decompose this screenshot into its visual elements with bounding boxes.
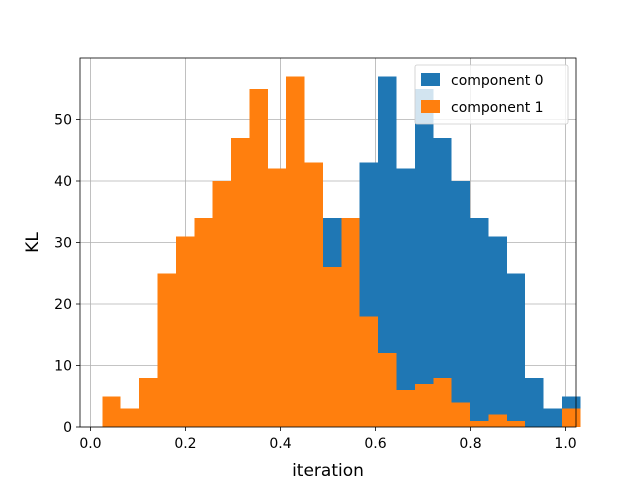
bar-component-1 xyxy=(322,267,342,427)
axis-ticks: 0.0 0.2 0.4 0.6 0.8 1.0 0 10 20 30 40 50 xyxy=(54,113,577,453)
bar-component-1 xyxy=(249,88,268,427)
legend-label-component-0: component 0 xyxy=(451,73,544,89)
bar-component-1 xyxy=(286,76,305,427)
bar-component-1 xyxy=(451,402,471,427)
bar-component-1 xyxy=(414,383,434,427)
x-tick-label: 0.8 xyxy=(459,436,481,452)
bar-component-1 xyxy=(212,181,232,427)
bar-component-0 xyxy=(525,377,544,427)
bar-component-1 xyxy=(396,390,415,427)
bar-component-1 xyxy=(359,316,379,427)
legend: component 0 component 1 xyxy=(414,64,569,125)
bar-component-1 xyxy=(470,420,489,427)
x-tick-label: 0.4 xyxy=(269,436,291,452)
bar-component-1 xyxy=(378,353,397,427)
series-component-1 xyxy=(102,76,581,428)
x-tick-label: 0.6 xyxy=(364,436,386,452)
bar-component-1 xyxy=(139,377,158,427)
bar-component-0 xyxy=(488,236,507,427)
y-tick-label: 30 xyxy=(54,236,72,252)
bar-component-1 xyxy=(175,236,195,427)
legend-box xyxy=(414,64,569,125)
x-tick-label: 0.2 xyxy=(174,436,196,452)
bar-component-1 xyxy=(488,414,507,427)
x-tick-label: 1.0 xyxy=(554,436,576,452)
y-tick-label: 10 xyxy=(54,359,72,375)
bar-component-0 xyxy=(396,168,415,427)
bar-component-1 xyxy=(102,396,121,427)
bar-component-0 xyxy=(543,408,562,427)
bar-component-0 xyxy=(506,273,526,427)
bar-component-0 xyxy=(433,137,452,427)
y-axis-label: KL xyxy=(23,232,43,253)
bar-component-0 xyxy=(470,217,489,427)
bar-component-1 xyxy=(561,408,581,427)
bar-component-1 xyxy=(157,273,176,427)
x-tick-label: 0.0 xyxy=(79,436,101,452)
y-tick-label: 0 xyxy=(63,420,72,436)
bar-component-1 xyxy=(231,137,250,427)
bar-component-0 xyxy=(451,181,471,427)
y-tick-label: 50 xyxy=(54,113,72,129)
legend-swatch-component-1 xyxy=(421,100,440,113)
bar-component-0 xyxy=(378,76,397,427)
bar-component-1 xyxy=(433,377,452,427)
bars xyxy=(102,76,581,428)
legend-label-component-1: component 1 xyxy=(451,100,544,116)
bar-component-1 xyxy=(267,168,287,427)
bar-component-1 xyxy=(506,420,526,427)
bar-component-1 xyxy=(194,217,213,427)
bar-component-1 xyxy=(120,408,140,427)
bar-component-0 xyxy=(414,88,434,427)
bar-component-1 xyxy=(341,217,360,427)
y-tick-label: 40 xyxy=(54,174,72,190)
y-tick-label: 20 xyxy=(54,297,72,313)
bar-component-1 xyxy=(304,162,323,428)
x-axis-label: iteration xyxy=(292,461,364,480)
legend-swatch-component-0 xyxy=(421,73,440,86)
